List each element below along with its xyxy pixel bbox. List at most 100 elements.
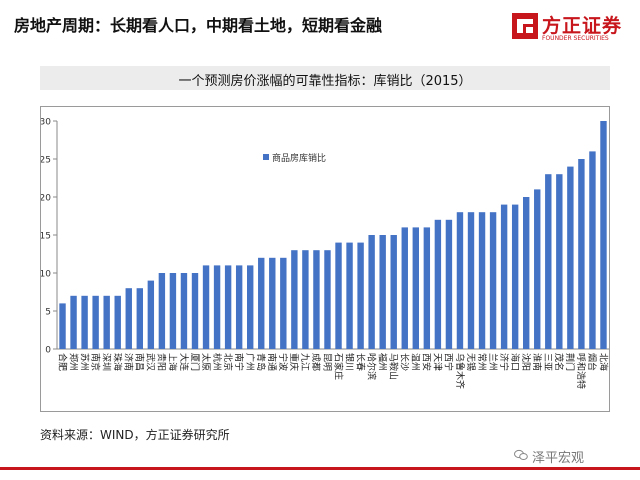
bar — [313, 250, 320, 349]
x-tick-label: 杭州 — [211, 353, 223, 371]
y-tick-label: 0 — [45, 346, 51, 356]
bar — [589, 151, 596, 349]
bar — [578, 159, 585, 349]
bar — [247, 265, 254, 349]
bar — [434, 219, 442, 349]
bar — [346, 242, 353, 349]
x-tick-label: 珠海 — [112, 353, 124, 371]
x-tick-label: 呼和浩特 — [575, 353, 587, 389]
x-tick-label: 青岛 — [255, 353, 267, 371]
y-tick-label: 20 — [41, 194, 51, 204]
company-logo: 方正证券 FOUNDER SECURITIES — [512, 10, 630, 46]
x-tick-label: 马鞍山 — [388, 353, 400, 380]
source-note: 资料来源：WIND，方正证券研究所 — [40, 428, 230, 442]
bar — [545, 174, 552, 349]
bar — [600, 121, 607, 349]
x-tick-label: 烟台 — [586, 353, 598, 371]
bar — [70, 295, 77, 349]
bar — [445, 219, 453, 349]
bar — [158, 273, 166, 349]
x-tick-label: 上海 — [167, 353, 179, 371]
bar — [114, 295, 121, 349]
bar — [147, 280, 155, 349]
x-tick-label: 西宁 — [443, 353, 455, 371]
bar — [390, 235, 397, 349]
wechat-icon — [514, 449, 528, 460]
bar — [467, 212, 475, 349]
bar — [335, 242, 342, 349]
bar — [59, 303, 66, 349]
x-tick-label: 乌鲁木齐 — [454, 353, 466, 389]
x-tick-label: 兰州 — [487, 353, 499, 371]
bar — [324, 250, 331, 349]
bar — [235, 265, 243, 349]
logo-mark-icon — [512, 13, 538, 39]
x-tick-label: 济宁 — [498, 353, 510, 371]
legend-swatch — [263, 154, 269, 160]
chart-frame: 0 5 10 15 20 25 30 合肥 郑州 苏州 南京 深圳 珠海 济南 南昌 武汉 贵阳 上海 大连 厦门 太原… — [40, 106, 610, 412]
x-tick-label: 南昌 — [134, 353, 146, 371]
bar — [412, 227, 419, 349]
bar — [136, 288, 143, 349]
bar — [258, 257, 265, 349]
x-tick-label: 三亚 — [542, 353, 553, 371]
x-tick-label: 银川 — [343, 353, 355, 371]
x-tick-label: 昆明 — [321, 353, 332, 371]
watermark: 泽平宏观 — [532, 451, 585, 466]
x-tick-label: 太原 — [200, 353, 212, 371]
bar — [423, 227, 431, 349]
x-tick-label: 北京 — [222, 353, 234, 371]
chart-title-bar: 一个预测房价涨幅的可靠性指标：库销比（2015） — [40, 66, 610, 90]
bar — [291, 250, 298, 349]
x-tick-label: 福州 — [376, 353, 388, 371]
x-tick-label: 石家庄 — [332, 353, 344, 380]
y-tick-label: 5 — [45, 308, 51, 318]
bar — [478, 212, 486, 349]
x-tick-label: 常州 — [476, 353, 488, 371]
x-tick-label: 贵阳 — [156, 353, 168, 371]
bar — [202, 265, 210, 349]
x-tick-label: 重庆 — [288, 353, 300, 371]
bar — [92, 295, 99, 349]
bar — [401, 227, 408, 349]
logo-name: 方正证券 — [542, 15, 623, 37]
x-tick-label: 南京 — [89, 353, 101, 371]
page-title: 房地产周期：长期看人口，中期看土地，短期看金融 — [14, 16, 383, 35]
y-tick-label: 10 — [41, 270, 51, 280]
bar — [224, 265, 232, 349]
x-tick-label: 苏州 — [78, 353, 90, 371]
bar — [556, 174, 563, 349]
x-tick-label: 长沙 — [399, 353, 411, 371]
bar — [302, 250, 309, 349]
x-tick-label: 西安 — [421, 353, 433, 371]
x-tick-label: 北海 — [597, 353, 609, 371]
bar — [357, 242, 364, 349]
bottom-accent-line — [0, 467, 640, 470]
x-tick-label: 合肥 — [56, 353, 68, 371]
bar — [269, 257, 276, 349]
x-tick-label: 宁波 — [277, 353, 289, 371]
bar — [81, 295, 88, 349]
x-tick-label: 长春 — [354, 353, 366, 371]
x-tick-label: 济南 — [123, 353, 135, 371]
bar — [379, 235, 386, 349]
bar — [169, 273, 177, 349]
bar-chart: 0 5 10 15 20 25 30 合肥 郑州 苏州 南京 深圳 珠海 济南 南昌 武汉 贵阳 上海 大连 厦门 太原… — [41, 118, 609, 390]
y-tick-label: 30 — [41, 118, 51, 128]
x-tick-label: 厦门 — [189, 353, 201, 371]
x-tick-label: 无锡 — [465, 353, 476, 371]
x-tick-label: 沈阳 — [520, 353, 532, 371]
legend-label: 商品房库销比 — [272, 152, 326, 164]
bar — [213, 265, 221, 349]
x-tick-label: 温州 — [410, 353, 421, 371]
bar — [489, 212, 497, 349]
bar — [523, 197, 530, 349]
x-tick-label: 天津 — [432, 353, 443, 371]
x-tick-label: 南通 — [266, 353, 278, 371]
bar — [368, 235, 375, 349]
bar — [191, 273, 199, 349]
chart-title: 一个预测房价涨幅的可靠性指标：库销比（2015） — [178, 74, 472, 89]
y-tick-label: 15 — [41, 232, 51, 242]
x-tick-label: 郑州 — [67, 353, 79, 371]
x-tick-label: 深圳 — [100, 353, 111, 371]
